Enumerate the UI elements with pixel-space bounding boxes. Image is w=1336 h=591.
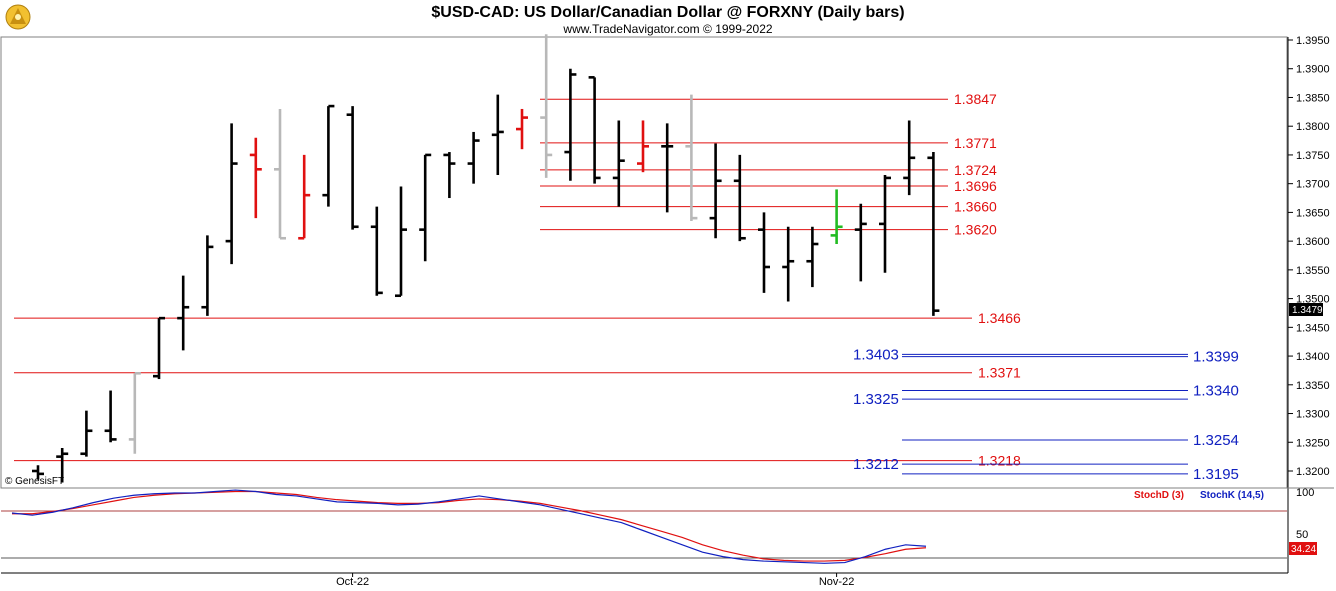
red-level-label: 1.3466 bbox=[978, 310, 1021, 326]
time-tick-label: Oct-22 bbox=[336, 576, 369, 588]
red-level-label: 1.3620 bbox=[954, 222, 997, 238]
ohlc-bars bbox=[32, 34, 940, 483]
price-tick-label: 1.3750 bbox=[1296, 150, 1330, 162]
ohlc-bar bbox=[395, 186, 407, 298]
stoch-legend-d: StochD (3) bbox=[1134, 490, 1184, 501]
ohlc-bar bbox=[709, 143, 722, 239]
blue-level-right-label: 1.3254 bbox=[1193, 432, 1239, 449]
red-level-label: 1.3218 bbox=[978, 453, 1021, 469]
ohlc-bar bbox=[854, 203, 867, 282]
price-tick-label: 1.3850 bbox=[1296, 92, 1330, 104]
ohlc-bar bbox=[661, 123, 674, 213]
blue-level-left-label: 1.3212 bbox=[853, 456, 899, 473]
price-tick-label: 1.3900 bbox=[1296, 64, 1330, 76]
logo-icon bbox=[5, 4, 31, 30]
ohlc-bar bbox=[758, 212, 770, 293]
ohlc-bar bbox=[491, 94, 504, 176]
stoch-tick-100: 100 bbox=[1296, 487, 1314, 499]
time-axis bbox=[1, 573, 1335, 590]
stoch-k-line bbox=[11, 489, 927, 564]
copyright-label: © GenesisFT bbox=[5, 476, 64, 487]
ohlc-bar bbox=[177, 275, 190, 351]
price-tick-label: 1.3450 bbox=[1296, 322, 1330, 334]
ohlc-bar bbox=[225, 123, 238, 265]
ohlc-bar bbox=[516, 108, 528, 150]
price-tick-label: 1.3700 bbox=[1296, 179, 1330, 191]
blue-level: 1.3254 bbox=[902, 432, 1239, 449]
ohlc-bar bbox=[903, 120, 916, 196]
ohlc-bar bbox=[612, 120, 625, 207]
price-tick-label: 1.3400 bbox=[1296, 351, 1330, 363]
blue-level-left-label: 1.3403 bbox=[853, 346, 899, 363]
ohlc-bar bbox=[467, 131, 480, 184]
svg-text:34.24: 34.24 bbox=[1291, 544, 1316, 555]
ohlc-bar bbox=[346, 106, 359, 230]
price-tick-label: 1.3950 bbox=[1296, 35, 1330, 47]
svg-text:1.3479: 1.3479 bbox=[1292, 305, 1323, 316]
ohlc-bar bbox=[830, 189, 843, 245]
ohlc-bar bbox=[879, 175, 891, 273]
chart-subtitle: www.TradeNavigator.com © 1999-2022 bbox=[562, 22, 772, 36]
price-tick-label: 1.3350 bbox=[1296, 380, 1330, 392]
ohlc-bar bbox=[782, 226, 795, 302]
ohlc-bar bbox=[201, 235, 214, 316]
ohlc-bar bbox=[443, 152, 456, 199]
blue-level-left-label: 1.3325 bbox=[853, 391, 899, 408]
stoch-d-line bbox=[12, 490, 927, 562]
ohlc-bar bbox=[104, 390, 117, 443]
ohlc-bar bbox=[56, 448, 69, 483]
time-axis-ticks: Oct-22 Nov-22 bbox=[336, 573, 854, 588]
ohlc-bar bbox=[588, 76, 601, 184]
ohlc-bar bbox=[298, 154, 311, 240]
ohlc-bar bbox=[540, 34, 553, 178]
price-axis-ticks: 1.3950 1.3900 1.3850 1.3800 1.3750 1.3700 1.36… bbox=[1288, 35, 1330, 478]
stoch-legend-k: StochK (14,5) bbox=[1200, 490, 1264, 501]
red-level-label: 1.3847 bbox=[954, 91, 997, 107]
blue-level-right-label: 1.3340 bbox=[1193, 383, 1239, 400]
ohlc-bar bbox=[32, 465, 44, 480]
blue-level: 1.3325 1.3340 bbox=[853, 383, 1239, 409]
ohlc-bar bbox=[564, 68, 577, 181]
chart-title: $USD-CAD: US Dollar/Canadian Dollar @ FO… bbox=[431, 4, 904, 21]
blue-level: 1.3212 1.3195 bbox=[853, 456, 1239, 483]
blue-level-right-label: 1.3195 bbox=[1193, 466, 1239, 483]
ohlc-bar bbox=[419, 153, 432, 262]
ohlc-bar bbox=[370, 206, 383, 296]
ohlc-bar bbox=[153, 316, 165, 380]
ohlc-bar bbox=[322, 104, 335, 207]
price-tick-label: 1.3500 bbox=[1296, 294, 1330, 306]
price-axis bbox=[1288, 37, 1334, 488]
ohlc-bar bbox=[249, 137, 262, 219]
ohlc-bar bbox=[274, 108, 286, 240]
price-tick-label: 1.3650 bbox=[1296, 207, 1330, 219]
red-level-label: 1.3724 bbox=[954, 162, 997, 178]
blue-level: 1.3403 1.3399 bbox=[853, 346, 1239, 365]
price-tick-label: 1.3600 bbox=[1296, 236, 1330, 248]
price-tick-label: 1.3250 bbox=[1296, 437, 1330, 449]
red-level-label: 1.3371 bbox=[978, 365, 1021, 381]
stoch-last-badge: 34.24 bbox=[1289, 542, 1317, 555]
price-tick-label: 1.3300 bbox=[1296, 409, 1330, 421]
stoch-tick-50: 50 bbox=[1296, 529, 1308, 541]
red-level-label: 1.3660 bbox=[954, 199, 997, 215]
blue-level-lines: 1.3403 1.3399 1.3325 1.3340 1.3254 1.3212 1.31… bbox=[853, 346, 1239, 483]
red-level-label: 1.3696 bbox=[954, 178, 997, 194]
last-price-badge: 1.3479 bbox=[1289, 303, 1323, 316]
ohlc-bar bbox=[733, 154, 746, 242]
price-tick-label: 1.3800 bbox=[1296, 121, 1330, 133]
ohlc-bar bbox=[806, 226, 819, 288]
price-tick-label: 1.3200 bbox=[1296, 466, 1330, 478]
price-panel bbox=[0, 36, 1288, 489]
ohlc-bar bbox=[637, 120, 649, 173]
price-tick-label: 1.3550 bbox=[1296, 265, 1330, 277]
red-level-label: 1.3771 bbox=[954, 135, 997, 151]
ohlc-bar bbox=[128, 372, 141, 454]
ohlc-bar bbox=[927, 152, 940, 316]
ohlc-bar bbox=[80, 410, 93, 457]
ohlc-bar bbox=[685, 94, 698, 222]
time-tick-label: Nov-22 bbox=[819, 576, 854, 588]
blue-level-right-label: 1.3399 bbox=[1193, 349, 1239, 366]
